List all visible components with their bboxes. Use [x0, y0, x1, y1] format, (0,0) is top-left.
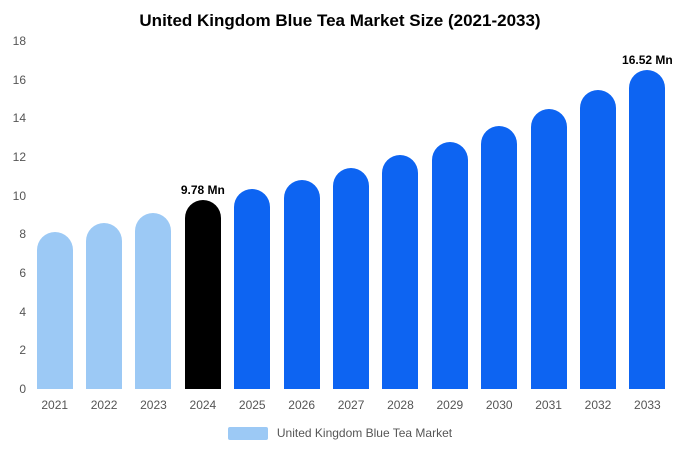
- plot-area: 2021 2022 2023 9.78 Mn 2024 2025 2026 2027 2028 2…: [30, 41, 673, 420]
- bar-area: [79, 41, 128, 389]
- legend: United Kingdom Blue Tea Market: [0, 426, 680, 440]
- bar-area: 16.52 Mn: [622, 41, 673, 389]
- bar-column-2029: 2029: [425, 41, 474, 420]
- bar-column-2022: 2022: [79, 41, 128, 420]
- bar-area: [524, 41, 573, 389]
- x-axis-label-2032: 2032: [584, 398, 612, 412]
- bar-2032: [579, 90, 616, 389]
- x-axis-label-2027: 2027: [337, 398, 365, 412]
- y-tick-label: 18: [12, 34, 26, 48]
- bar-area: [475, 41, 524, 389]
- bar-value-label: 9.78 Mn: [180, 182, 225, 197]
- bar-area: [129, 41, 178, 389]
- bar-2023: [135, 213, 172, 389]
- bar-2025: [234, 188, 271, 389]
- x-axis-label-2030: 2030: [485, 398, 513, 412]
- bar-2026: [283, 180, 320, 389]
- x-axis-label-2031: 2031: [535, 398, 562, 412]
- bar-2033: [629, 69, 666, 389]
- x-axis-label-2021: 2021: [41, 398, 69, 412]
- bar-value-label: 16.52 Mn: [622, 52, 673, 67]
- bar-column-2026: 2026: [277, 41, 326, 420]
- bar-column-2023: 2023: [129, 41, 178, 420]
- y-axis: 0 2 4 6 8 10 12 14 16 18: [4, 35, 30, 395]
- x-axis-label-2026: 2026: [288, 398, 315, 412]
- bar-2021: [36, 232, 73, 389]
- bar-area: [228, 41, 277, 389]
- x-axis-label-2025: 2025: [238, 398, 266, 412]
- y-tick-label: 14: [12, 111, 26, 126]
- bar-2024: [184, 199, 221, 389]
- x-axis-label-2029: 2029: [436, 398, 464, 412]
- bar-column-2024: 9.78 Mn 2024: [178, 41, 227, 420]
- bar-2028: [382, 155, 419, 389]
- y-tick-label: 16: [12, 72, 26, 87]
- bar-column-2033: 16.52 Mn 2033: [622, 41, 673, 420]
- bar-area: [376, 41, 425, 389]
- y-tick-label: 0: [19, 382, 26, 396]
- x-axis-label-2023: 2023: [140, 398, 167, 412]
- bar-column-2031: 2031: [524, 41, 573, 420]
- bar-column-2028: 2028: [376, 41, 425, 420]
- bar-area: [425, 41, 474, 389]
- y-tick-label: 10: [12, 188, 26, 203]
- bar-column-2032: 2032: [573, 41, 622, 420]
- legend-label: United Kingdom Blue Tea Market: [276, 426, 453, 440]
- bar-2027: [333, 167, 370, 389]
- bar-2031: [530, 108, 567, 389]
- chart-title: United Kingdom Blue Tea Market Size (202…: [139, 11, 541, 30]
- bar-area: [326, 41, 375, 389]
- bar-area: [30, 41, 79, 389]
- bar-2029: [431, 141, 468, 389]
- bar-2030: [481, 126, 518, 389]
- y-tick-label: 6: [19, 266, 26, 280]
- bar-2022: [86, 222, 123, 389]
- bar-area: [277, 41, 326, 389]
- bar-area: 9.78 Mn: [178, 41, 227, 389]
- bar-area: [573, 41, 622, 389]
- bar-column-2027: 2027: [326, 41, 375, 420]
- chart-area: 0 2 4 6 8 10 12 14 16 18 2021 2022 2023 9.78 Mn 2024 2…: [4, 35, 673, 420]
- legend-swatch: [227, 426, 268, 440]
- x-axis-label-2028: 2028: [387, 398, 414, 412]
- x-axis-label-2022: 2022: [90, 398, 118, 412]
- bar-column-2021: 2021: [30, 41, 79, 420]
- y-tick-label: 8: [19, 227, 26, 242]
- y-tick-label: 12: [12, 150, 26, 164]
- x-axis-label-2033: 2033: [634, 398, 661, 412]
- bar-column-2030: 2030: [475, 41, 524, 420]
- y-tick-label: 2: [19, 343, 26, 358]
- x-axis-label-2024: 2024: [189, 398, 217, 412]
- bar-column-2025: 2025: [228, 41, 277, 420]
- y-tick-label: 4: [19, 304, 26, 319]
